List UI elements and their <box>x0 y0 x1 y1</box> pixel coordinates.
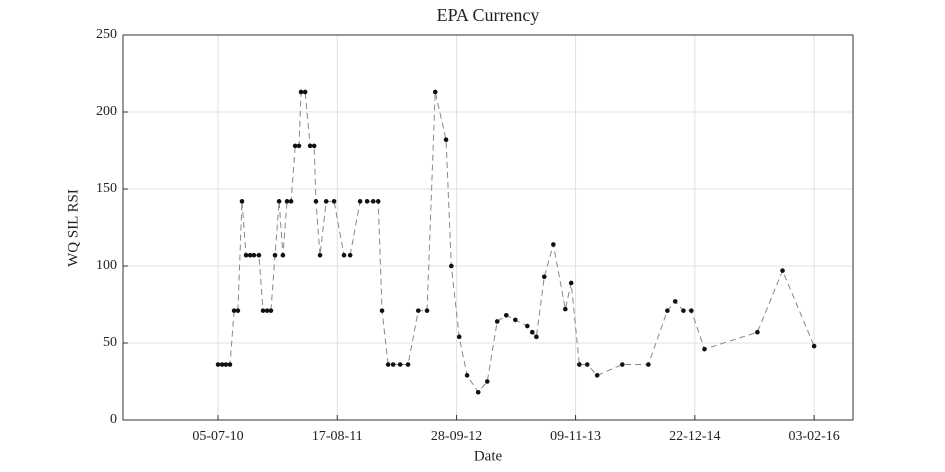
data-point <box>755 329 760 335</box>
data-point <box>577 362 582 367</box>
data-point <box>357 199 363 204</box>
data-point <box>681 308 686 313</box>
data-point <box>529 329 535 335</box>
data-point <box>239 199 245 204</box>
y-tick-label: 150 <box>96 181 117 196</box>
data-point <box>280 252 286 258</box>
data-point <box>288 199 294 204</box>
data-point <box>260 308 266 313</box>
data-point <box>475 389 481 395</box>
y-tick-label: 250 <box>96 27 117 42</box>
data-point <box>223 362 229 367</box>
y-tick-label: 200 <box>96 104 117 119</box>
data-point <box>397 362 403 367</box>
data-point <box>405 362 411 367</box>
data-point <box>568 280 574 286</box>
data-point <box>235 308 241 313</box>
data-point <box>449 263 454 269</box>
data-point <box>424 308 430 313</box>
data-point <box>594 373 600 378</box>
data-point <box>231 308 237 313</box>
data-point <box>432 89 438 95</box>
data-point <box>341 252 347 258</box>
data-point <box>298 89 304 95</box>
data-point <box>811 343 817 349</box>
data-point <box>443 137 449 143</box>
data-point <box>672 299 678 304</box>
data-point <box>385 362 391 367</box>
data-point <box>390 362 396 367</box>
data-point <box>347 252 353 258</box>
x-tick-label: 03-02-16 <box>788 429 839 444</box>
data-point <box>646 362 651 367</box>
data-point <box>379 308 385 313</box>
data-point <box>456 334 462 340</box>
data-point <box>268 308 274 313</box>
data-point <box>513 317 518 323</box>
data-point <box>256 252 262 258</box>
x-tick-label: 28-09-12 <box>431 429 482 444</box>
data-point <box>284 199 290 204</box>
data-point <box>503 312 509 318</box>
data-point <box>551 242 556 247</box>
plot-area <box>123 35 853 420</box>
plot-frame <box>122 34 854 421</box>
x-tick-label: 17-08-11 <box>312 429 363 444</box>
data-point <box>494 319 500 324</box>
data-point <box>251 252 257 258</box>
x-tick-label: 05-07-10 <box>192 429 243 444</box>
data-point <box>370 199 376 204</box>
y-tick-label: 100 <box>96 258 117 273</box>
data-point <box>464 373 470 378</box>
data-point <box>375 199 381 204</box>
data-point <box>364 199 370 204</box>
data-point <box>272 252 278 258</box>
x-axis-label: Date <box>474 448 503 464</box>
data-point <box>541 274 547 280</box>
data-point <box>689 308 694 313</box>
data-point <box>227 362 233 367</box>
y-tick-label: 50 <box>103 335 117 350</box>
data-point <box>243 252 249 258</box>
data-point <box>323 199 329 204</box>
data-point <box>584 362 590 367</box>
data-point <box>484 379 490 384</box>
data-point <box>313 199 319 204</box>
data-point <box>780 268 785 273</box>
data-point <box>292 143 298 149</box>
data-point <box>665 308 670 313</box>
data-point <box>702 346 707 352</box>
data-point <box>415 308 421 313</box>
chart-title: EPA Currency <box>437 5 540 25</box>
data-point <box>525 323 530 329</box>
data-point <box>563 306 568 312</box>
y-axis-label: WQ SIL RSI <box>65 189 81 267</box>
data-point <box>307 143 313 149</box>
x-tick-label: 09-11-13 <box>550 429 601 444</box>
data-point <box>276 199 282 204</box>
data-point <box>534 334 539 340</box>
data-point <box>264 308 270 313</box>
data-point <box>302 89 308 95</box>
data-point <box>215 362 221 367</box>
data-point <box>311 143 317 149</box>
data-point <box>317 252 323 258</box>
data-point <box>296 143 302 149</box>
x-tick-label: 22-12-14 <box>669 429 720 444</box>
data-point <box>219 362 225 367</box>
data-point <box>331 199 337 204</box>
data-point <box>620 362 625 367</box>
y-tick-label: 0 <box>110 412 117 427</box>
data-point <box>247 252 253 258</box>
